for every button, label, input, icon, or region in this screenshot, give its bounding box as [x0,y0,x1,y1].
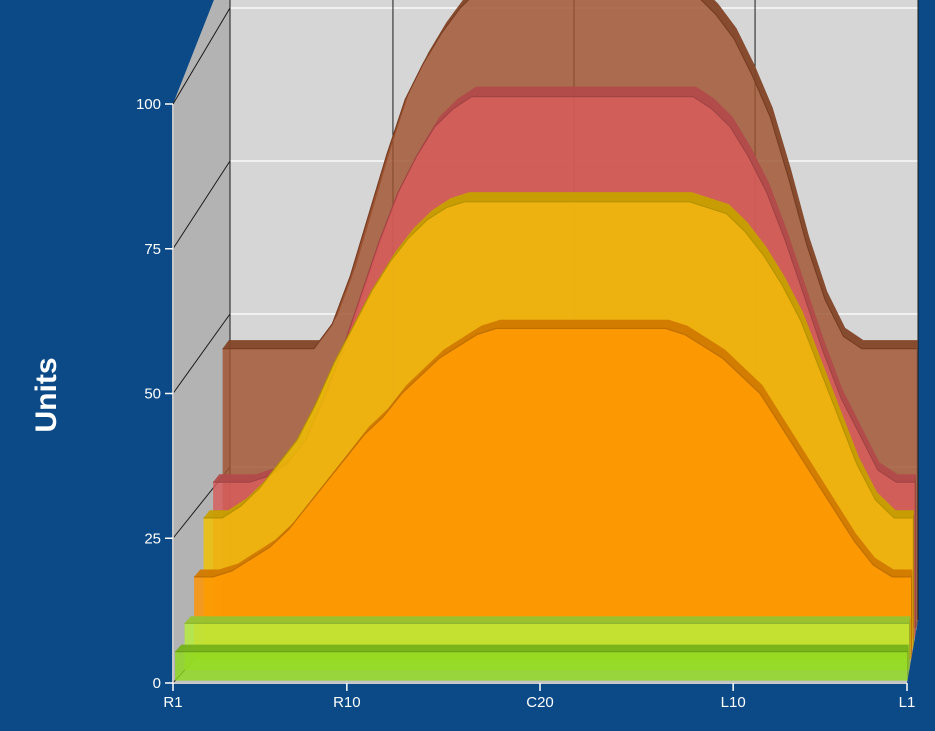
grid-line-side [172,313,231,394]
x-tick-label: R10 [333,694,361,711]
series-2-end [911,569,913,660]
series-5-end [916,340,918,629]
y-tick-label: 50 [144,386,161,403]
series-3-end [912,510,915,650]
x-tick-label: C20 [526,694,554,711]
series-2 [194,319,913,660]
x-tick-label: L1 [899,694,916,711]
grid-line-side [172,7,231,105]
series-0 [175,644,909,681]
grid-line-side [172,160,231,250]
y-tick-label: 25 [144,530,161,547]
y-tick-label: 75 [144,241,161,258]
series-4-end [914,474,916,639]
series-0-top [175,644,909,652]
x-tick-label: L10 [721,694,746,711]
series-1-end [909,616,911,671]
x-tick-label: R1 [163,694,182,711]
series-3-edge [203,201,913,519]
series-0-front [175,651,908,681]
y-tick-label: 100 [136,96,161,113]
series-5-edge [222,0,917,350]
series-2-edge [194,327,912,578]
y-axis-title: Units [30,358,63,433]
series-0-end [907,644,909,681]
y-tick-label: 0 [153,675,161,692]
series-1-top [184,616,911,624]
series-2-front [194,328,912,660]
